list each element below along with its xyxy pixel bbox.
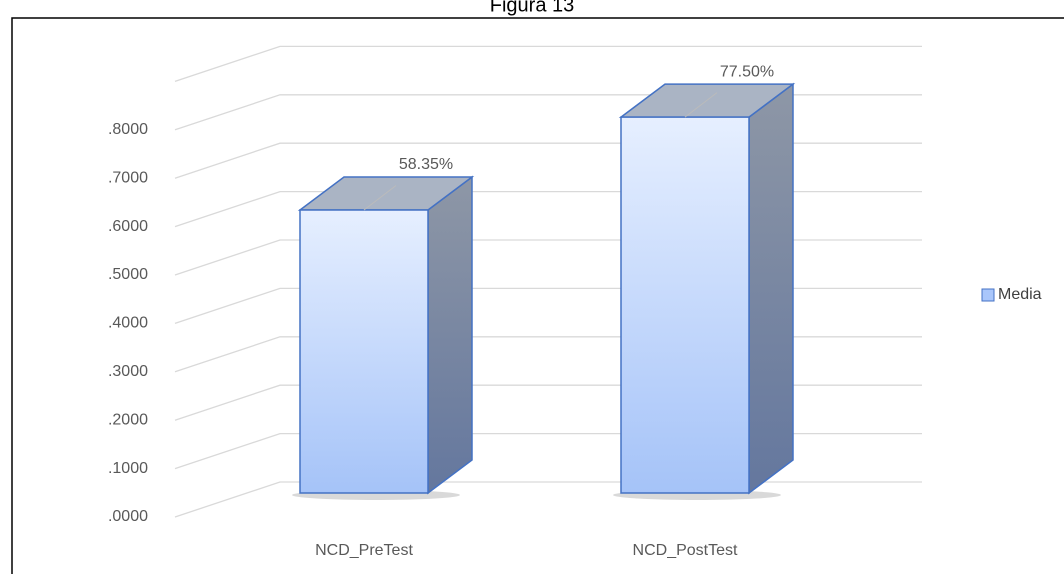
- border: [11, 17, 1064, 574]
- legend-swatch: [981, 288, 995, 302]
- grid-line: [174, 45, 922, 83]
- y-tick-label: .4000: [108, 315, 148, 332]
- grid-line: [174, 94, 922, 131]
- y-tick-label: .0000: [108, 508, 148, 525]
- bar-side: [427, 175, 473, 495]
- bar: [299, 209, 429, 494]
- value-label: 58.35%: [399, 156, 453, 173]
- y-tick-label: .7000: [108, 169, 148, 186]
- grid-line: [174, 142, 922, 179]
- x-tick-label: NCD_PreTest: [315, 542, 413, 559]
- legend-label: Media: [998, 286, 1042, 303]
- chart-title: Figura 13: [490, 0, 575, 16]
- grid-line: [174, 432, 922, 470]
- x-tick-label: NCD_PostTest: [633, 542, 738, 559]
- grid-line: [174, 336, 922, 373]
- y-tick-label: .2000: [108, 411, 148, 428]
- label-leader: [684, 92, 718, 118]
- grid-line: [174, 190, 922, 228]
- grid-line: [174, 239, 922, 276]
- y-tick-label: .5000: [108, 266, 148, 283]
- bar-side: [748, 82, 794, 495]
- y-tick-label: .3000: [108, 363, 148, 380]
- label-leader: [363, 185, 397, 211]
- y-tick-label: .6000: [108, 218, 148, 235]
- bar: [620, 116, 750, 494]
- y-tick-label: .8000: [108, 121, 148, 138]
- value-label: 77.50%: [720, 63, 774, 80]
- grid-line: [174, 384, 922, 421]
- y-tick-label: .1000: [108, 460, 148, 477]
- grid-line: [174, 287, 922, 325]
- grid-line: [174, 481, 922, 518]
